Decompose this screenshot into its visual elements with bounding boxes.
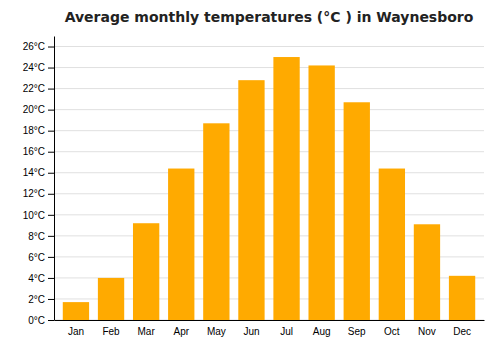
tick-label: Jul xyxy=(280,326,293,337)
tick-mark xyxy=(48,68,54,69)
tick-label: Jan xyxy=(68,326,84,337)
tick: Dec xyxy=(453,326,471,337)
tick-label: 8°C xyxy=(28,231,45,242)
tick: 2°C xyxy=(28,294,54,305)
tick-label: Nov xyxy=(418,326,436,337)
grid-line xyxy=(54,67,484,68)
bar xyxy=(414,224,440,320)
tick-mark xyxy=(48,278,54,279)
tick-label: Apr xyxy=(173,326,189,337)
tick: Apr xyxy=(173,326,189,337)
tick-label: 24°C xyxy=(23,62,45,73)
tick-mark xyxy=(48,194,54,195)
tick-mark xyxy=(48,47,54,48)
tick-label: 18°C xyxy=(23,125,45,136)
tick-label: 4°C xyxy=(28,273,45,284)
tick-mark xyxy=(48,299,54,300)
axis-line xyxy=(54,37,55,321)
bar xyxy=(344,102,370,320)
chart: 0°C 2°C 4°C 6°C 8°C 10°C 12°C 14°C 16°C 18°C 20°C 2… xyxy=(0,0,500,350)
tick: Oct xyxy=(384,326,400,337)
tick: 14°C xyxy=(23,167,54,178)
tick: 20°C xyxy=(23,104,54,115)
tick: 0°C xyxy=(28,315,54,326)
tick: 24°C xyxy=(23,62,54,73)
bar xyxy=(168,169,194,320)
tick-mark xyxy=(48,236,54,237)
tick-label: 0°C xyxy=(28,315,45,326)
grid-line xyxy=(54,214,484,215)
tick-mark xyxy=(48,110,54,111)
tick: 12°C xyxy=(23,188,54,199)
tick: Feb xyxy=(102,326,120,337)
tick-mark xyxy=(48,257,54,258)
tick: Sep xyxy=(348,326,366,337)
grid-line xyxy=(54,151,484,152)
bar xyxy=(273,57,299,320)
grid-line xyxy=(54,46,484,47)
tick: Jun xyxy=(243,326,259,337)
tick: Jan xyxy=(68,326,84,337)
tick-label: 12°C xyxy=(23,188,45,199)
tick: Mar xyxy=(138,326,156,337)
tick-label: Feb xyxy=(102,326,120,337)
tick: 6°C xyxy=(28,252,54,263)
bar xyxy=(449,276,475,320)
tick-mark xyxy=(48,215,54,216)
bar xyxy=(379,169,405,320)
grid-line xyxy=(54,130,484,131)
tick: 26°C xyxy=(23,41,54,52)
tick-mark xyxy=(48,89,54,90)
y-axis: 0°C 2°C 4°C 6°C 8°C 10°C 12°C 14°C 16°C 18°C 20°C 2… xyxy=(23,37,55,326)
bar xyxy=(308,65,334,320)
tick-label: Dec xyxy=(453,326,471,337)
tick-mark xyxy=(48,131,54,132)
tick-label: 10°C xyxy=(23,210,45,221)
axis-line xyxy=(55,320,485,321)
grid-line xyxy=(54,172,484,173)
tick-label: 6°C xyxy=(28,252,45,263)
tick-label: 20°C xyxy=(23,104,45,115)
tick-mark xyxy=(48,152,54,153)
tick: 22°C xyxy=(23,83,54,94)
tick-label: 16°C xyxy=(23,146,45,157)
tick: 8°C xyxy=(28,231,54,242)
bar xyxy=(63,302,89,320)
bar xyxy=(98,278,124,320)
grid-line xyxy=(54,109,484,110)
x-axis: Jan Feb Mar Apr May Jun Jul Aug Sep Oct Nov Dec xyxy=(55,321,485,338)
tick-label: Aug xyxy=(313,326,331,337)
tick: 18°C xyxy=(23,125,54,136)
tick: Nov xyxy=(418,326,436,337)
tick-mark xyxy=(48,320,54,321)
tick-label: 14°C xyxy=(23,167,45,178)
bars xyxy=(63,57,475,320)
title: Average monthly temperatures (°C ) in Wa… xyxy=(65,9,474,25)
tick-label: Oct xyxy=(384,326,400,337)
bar xyxy=(133,223,159,320)
tick-label: Mar xyxy=(138,326,156,337)
tick-label: 26°C xyxy=(23,41,45,52)
grid xyxy=(54,47,484,320)
tick: 10°C xyxy=(23,210,54,221)
tick: 16°C xyxy=(23,146,54,157)
tick: Jul xyxy=(280,326,293,337)
grid-line xyxy=(54,193,484,194)
tick-mark xyxy=(48,173,54,174)
tick-label: 22°C xyxy=(23,83,45,94)
tick: May xyxy=(207,326,226,337)
grid-line xyxy=(54,88,484,89)
tick-label: Jun xyxy=(243,326,259,337)
tick: 4°C xyxy=(28,273,54,284)
bar xyxy=(238,80,264,320)
tick-label: Sep xyxy=(348,326,366,337)
tick-label: 2°C xyxy=(28,294,45,305)
tick: Aug xyxy=(313,326,331,337)
tick-label: May xyxy=(207,326,226,337)
bar xyxy=(203,123,229,320)
